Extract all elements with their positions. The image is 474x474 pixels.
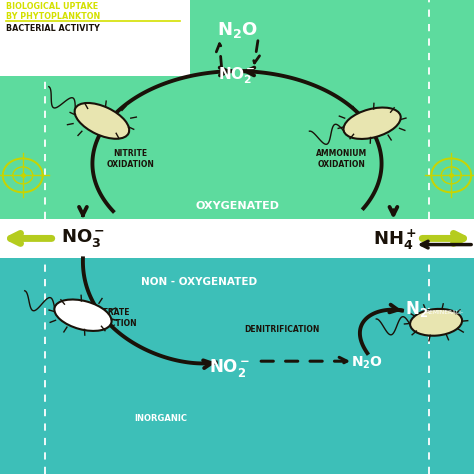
- Ellipse shape: [74, 103, 129, 139]
- Text: INORGANIC: INORGANIC: [135, 414, 188, 422]
- Text: DENITRIFICATION: DENITRIFICATION: [244, 325, 320, 334]
- Text: BACTERIAL ACTIVITY: BACTERIAL ACTIVITY: [6, 24, 100, 33]
- Bar: [0, 0, 474, 220]
- Text: $\mathbf{NO_3^-}$: $\mathbf{NO_3^-}$: [61, 228, 105, 249]
- Text: REMINERALI-: REMINERALI-: [426, 310, 464, 315]
- Text: NON - OXYGENATED: NON - OXYGENATED: [141, 277, 257, 287]
- Text: BY PHYTOPLANKTON: BY PHYTOPLANKTON: [6, 12, 100, 21]
- Ellipse shape: [55, 300, 111, 331]
- Text: $\mathbf{N_2}$: $\mathbf{N_2}$: [405, 299, 428, 319]
- Text: $\mathbf{N_2O}$: $\mathbf{N_2O}$: [217, 20, 257, 40]
- Text: $\mathbf{NO_2^-}$: $\mathbf{NO_2^-}$: [210, 357, 250, 379]
- Ellipse shape: [344, 108, 401, 139]
- Bar: [0, 0, 190, 76]
- Text: $\mathbf{NH_4^+}$: $\mathbf{NH_4^+}$: [373, 228, 417, 252]
- Text: OXYGENATED: OXYGENATED: [195, 201, 279, 211]
- Text: NITRITE
OXIDATION: NITRITE OXIDATION: [106, 149, 155, 169]
- Text: $\mathbf{NO_2^-}$: $\mathbf{NO_2^-}$: [218, 65, 256, 86]
- Bar: [0, 220, 474, 474]
- Ellipse shape: [410, 309, 462, 336]
- Bar: [0, 219, 474, 258]
- Text: BIOLOGICAL UPTAKE: BIOLOGICAL UPTAKE: [6, 2, 98, 11]
- Text: NITRATE
REDUCTION: NITRATE REDUCTION: [86, 308, 137, 328]
- Text: $\mathbf{N_2O}$: $\mathbf{N_2O}$: [351, 355, 383, 371]
- Text: AMMONIUM
OXIDATION: AMMONIUM OXIDATION: [316, 149, 367, 169]
